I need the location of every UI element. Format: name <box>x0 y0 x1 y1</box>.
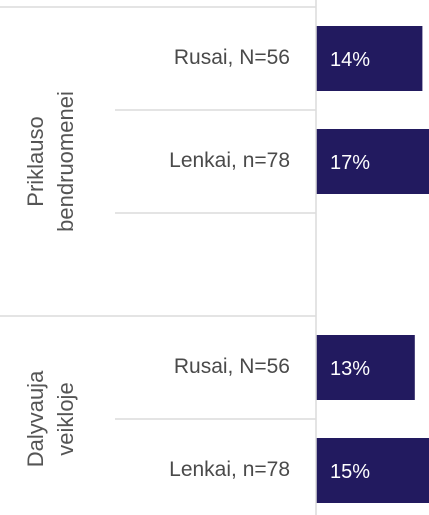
bar <box>316 438 429 503</box>
group-label: Dalyvauja veikloje <box>23 370 78 467</box>
category-label: Lenkai, n=78 <box>169 149 290 172</box>
group-label: Priklauso bendruomenei <box>23 91 78 232</box>
category-label: Rusai, N=56 <box>174 355 290 378</box>
bar <box>316 335 415 400</box>
value-label: 13% <box>330 358 370 380</box>
value-label: 17% <box>330 152 370 174</box>
category-label: Rusai, N=56 <box>174 46 290 69</box>
bar <box>316 26 423 91</box>
bar <box>316 129 429 194</box>
category-label: Lenkai, n=78 <box>169 458 290 481</box>
value-label: 14% <box>330 49 370 71</box>
value-label: 15% <box>330 461 370 483</box>
